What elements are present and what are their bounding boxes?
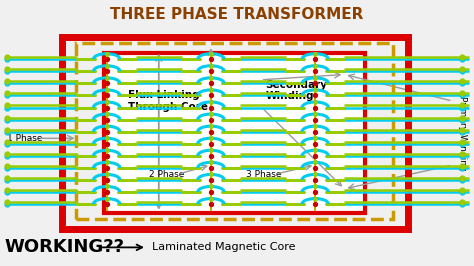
- Text: WORKING??: WORKING??: [5, 238, 125, 256]
- Text: Laminated Magnetic Core: Laminated Magnetic Core: [152, 242, 295, 252]
- Text: 2 Phase: 2 Phase: [149, 170, 185, 179]
- Text: 3 Phase: 3 Phase: [246, 170, 282, 179]
- Text: 1 Phase: 1 Phase: [7, 134, 43, 143]
- Text: Primary Winding: Primary Winding: [458, 95, 466, 171]
- Bar: [104, 53, 365, 213]
- Bar: [62, 37, 408, 229]
- Text: Flux Linking
Through Core: Flux Linking Through Core: [128, 90, 208, 112]
- Bar: [76, 43, 393, 219]
- Text: THREE PHASE TRANSFORMER: THREE PHASE TRANSFORMER: [110, 7, 364, 22]
- Text: Secondary
Winding: Secondary Winding: [265, 80, 328, 101]
